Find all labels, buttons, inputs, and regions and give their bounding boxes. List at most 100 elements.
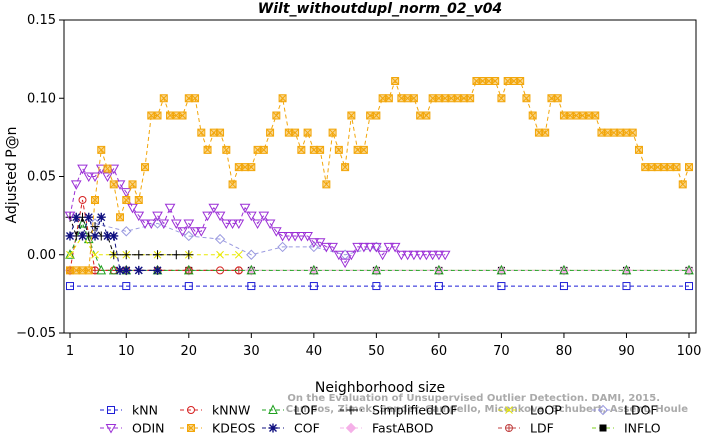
legend-label-fastabod: FastABOD (372, 421, 434, 434)
data-point-kdeos (384, 94, 393, 103)
x-tick-label: 40 (306, 344, 323, 359)
y-axis-label: Adjusted P@n (4, 126, 20, 223)
data-point-odin (177, 227, 188, 237)
data-point-odin (383, 242, 395, 253)
data-point-lof (621, 264, 632, 275)
data-point-kdeos (128, 180, 137, 189)
data-point-cof (134, 265, 144, 275)
x-axis: 1 10 20 30 40 50 60 70 80 90 100 (66, 333, 702, 359)
data-point-odin (433, 250, 445, 261)
data-point-odin (64, 211, 76, 222)
x-tick-label: 100 (677, 344, 702, 359)
data-point-kdeos (553, 94, 562, 103)
data-point-kdeos (678, 180, 687, 189)
legend-item-kdeos: KDEOS (180, 421, 256, 434)
plot-area (64, 77, 695, 291)
data-point-knn (184, 282, 193, 291)
data-point-odin (120, 188, 132, 198)
watermark-line-2: Campos, Zimek, Sander, Campello, Micenko… (286, 404, 688, 415)
data-point-cof (90, 231, 100, 241)
legend-label-ldf: LDF (530, 421, 554, 434)
data-point-odin (108, 164, 120, 175)
data-point-odin (220, 219, 232, 229)
data-point-odin (358, 242, 370, 253)
data-point-lof (371, 264, 382, 275)
data-point-kdeos (103, 164, 112, 173)
data-point-lof (183, 264, 194, 275)
watermark-line-1: On the Evaluation of Unsupervised Outlie… (287, 393, 660, 404)
data-point-odin (252, 219, 263, 229)
data-point-kdeos (297, 145, 306, 154)
data-point-knn (559, 282, 568, 291)
data-point-knn (622, 282, 631, 291)
data-point-odin (389, 242, 401, 253)
data-point-kdeos (178, 111, 187, 120)
data-point-ldof (214, 233, 226, 245)
data-point-kdeos (72, 266, 81, 275)
legend-marker-knnw (187, 406, 195, 414)
data-point-cof (78, 231, 88, 241)
data-point-odin (396, 250, 407, 261)
data-point-kdeos (109, 180, 118, 189)
legend-marker-cof (268, 423, 278, 433)
data-point-odin (327, 242, 338, 253)
data-point-simplifiedlof (121, 250, 131, 260)
data-point-lof (559, 264, 569, 275)
series-line-odin (69, 167, 446, 264)
data-point-odin (227, 219, 238, 229)
y-tick-label: 0.00 (27, 248, 56, 263)
legend-item-lof: LOF (262, 403, 318, 418)
data-point-kdeos (303, 128, 312, 137)
data-point-simplifiedlof (184, 250, 194, 260)
watermark: On the Evaluation of Unsupervised Outlie… (286, 393, 688, 415)
legend-marker-lof (268, 404, 278, 414)
legend-label-inflo: INFLO (624, 421, 661, 434)
data-point-cof (71, 212, 81, 222)
data-point-kdeos (141, 163, 150, 172)
data-point-odin (102, 172, 113, 183)
data-point-odin (83, 172, 95, 183)
data-point-odin (270, 227, 282, 237)
data-point-kdeos (672, 163, 681, 172)
data-point-odin (164, 203, 176, 214)
data-point-odin (70, 180, 82, 190)
x-tick-label: 70 (493, 344, 510, 359)
data-point-ldof (183, 230, 195, 242)
data-point-kdeos (341, 163, 350, 172)
data-point-ldof (246, 249, 257, 260)
data-point-knn (247, 282, 256, 291)
legend-item-loop: LoOP (498, 403, 562, 418)
y-axis-label-group: Adjusted P@n (4, 126, 20, 223)
data-point-kdeos (491, 77, 500, 86)
data-point-loop (91, 250, 99, 259)
data-point-odin (258, 211, 270, 222)
data-point-lof (434, 264, 444, 275)
data-point-kdeos (472, 77, 481, 86)
data-point-odin (427, 250, 439, 261)
series-kdeos (66, 77, 693, 275)
data-point-odin (152, 211, 163, 222)
data-point-odin (158, 219, 170, 229)
legend-marker-kdeos (187, 424, 195, 432)
x-tick-label: 50 (368, 344, 385, 359)
y-tick-label: 0.15 (27, 13, 56, 28)
legend: kNN kNNW LOF SimplifiedLOF LoOP LDOF ODIN KDEOS… (100, 403, 661, 434)
data-point-odin (289, 231, 301, 242)
data-point-kdeos (566, 111, 575, 120)
data-point-kdeos (372, 111, 381, 120)
data-point-kdeos (84, 266, 93, 275)
data-point-lof (309, 264, 319, 275)
data-point-odin (314, 238, 326, 248)
data-point-kdeos (91, 195, 100, 204)
data-point-odin (302, 231, 313, 242)
data-point-odin (183, 219, 195, 229)
data-point-loop (66, 250, 74, 259)
legend-label-knn: kNN (132, 403, 158, 418)
data-point-simplifiedlof (90, 222, 100, 232)
data-point-knn (122, 282, 131, 291)
data-point-kdeos (328, 128, 337, 137)
data-point-lof (83, 233, 94, 244)
legend-marker-simplifiedlof (346, 405, 356, 415)
data-point-kdeos (516, 77, 525, 86)
